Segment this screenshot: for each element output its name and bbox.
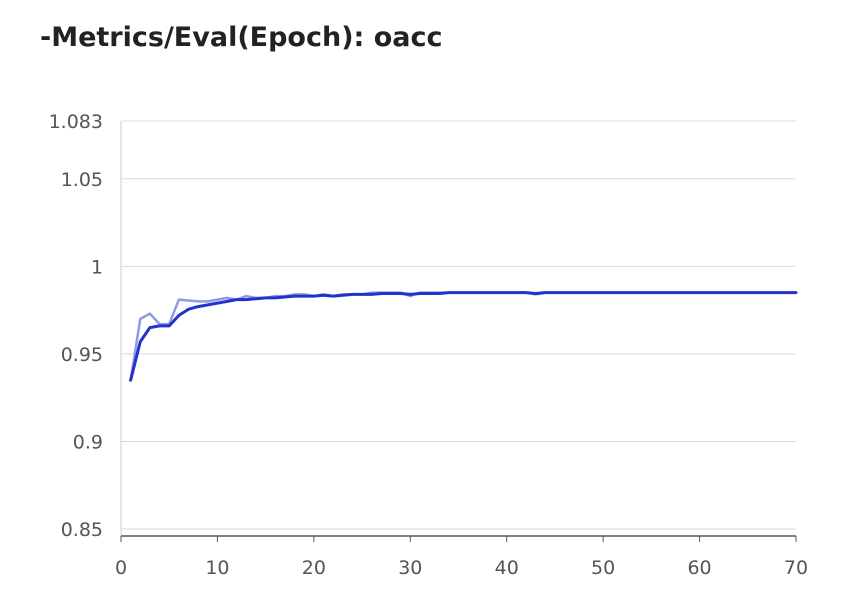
series-line-0 [129,291,798,382]
y-tick-label-3: 0.95 [61,344,103,366]
x-tick-label-4: 40 [495,557,519,579]
x-tick-label-6: 60 [687,557,711,579]
x-tick-label-2: 20 [302,557,326,579]
tick-labels: 1.083 1.05 1 0.95 0.9 0.85 0 10 20 30 40 50 60 70 [49,111,809,579]
x-tick-label-3: 30 [398,557,422,579]
series-lines [129,291,798,382]
y-tick-label-5: 0.85 [61,519,103,541]
x-tick-label-0: 0 [115,557,127,579]
series-line-1 [129,291,798,382]
y-tick-label-2: 1 [91,256,103,278]
y-tick-label-0: 1.083 [49,111,103,133]
y-tick-label-1: 1.05 [61,169,103,191]
y-tick-label-4: 0.9 [73,431,103,453]
axes [120,121,797,542]
chart-title: -Metrics/Eval(Epoch): oacc [40,22,443,53]
x-tick-label-5: 50 [591,557,615,579]
gridlines [121,120,796,530]
x-tick-label-1: 10 [205,557,229,579]
x-tick-label-7: 70 [784,557,808,579]
